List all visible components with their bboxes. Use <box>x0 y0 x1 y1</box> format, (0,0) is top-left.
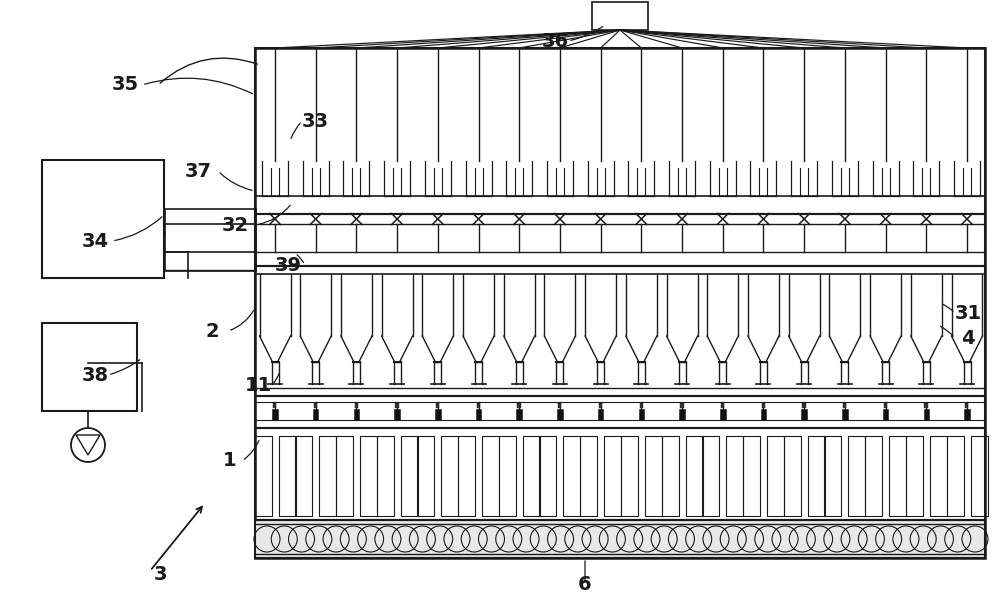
Bar <box>458 436 475 516</box>
Bar <box>598 409 603 420</box>
Bar <box>401 436 418 516</box>
Bar <box>165 209 256 271</box>
Bar <box>557 409 563 420</box>
Bar <box>720 409 726 420</box>
Bar <box>42 160 164 278</box>
Text: 11: 11 <box>244 376 272 395</box>
Bar <box>417 436 434 516</box>
Bar <box>686 436 703 516</box>
Bar <box>883 409 888 420</box>
Bar <box>662 436 679 516</box>
Bar <box>592 2 648 30</box>
Bar <box>394 409 400 420</box>
Bar <box>272 409 278 420</box>
Bar <box>377 436 394 516</box>
Text: 34: 34 <box>81 232 109 251</box>
Bar <box>354 409 359 420</box>
Bar <box>599 403 602 408</box>
Text: 38: 38 <box>81 365 109 384</box>
Bar <box>889 436 906 516</box>
Bar <box>482 436 499 516</box>
Bar <box>255 428 985 520</box>
Text: 33: 33 <box>302 112 329 131</box>
Bar <box>255 436 272 516</box>
Bar <box>516 409 522 420</box>
Bar <box>295 436 312 516</box>
Bar <box>946 436 964 516</box>
Bar <box>965 403 968 408</box>
Bar <box>255 266 985 396</box>
Bar <box>721 403 724 408</box>
Bar <box>924 403 928 408</box>
Bar <box>580 436 597 516</box>
Text: 39: 39 <box>275 256 302 275</box>
Bar <box>621 436 638 516</box>
Bar <box>319 436 336 516</box>
Bar <box>523 436 540 516</box>
Bar <box>435 409 441 420</box>
Bar <box>255 48 985 558</box>
Bar <box>843 403 846 408</box>
Text: 2: 2 <box>205 321 219 340</box>
Bar <box>436 403 439 408</box>
Bar <box>255 48 985 214</box>
Text: 32: 32 <box>221 216 249 235</box>
Bar <box>313 409 318 420</box>
Text: 1: 1 <box>223 452 237 471</box>
Bar <box>360 436 377 516</box>
Bar <box>702 436 719 516</box>
Bar <box>255 520 985 558</box>
Bar <box>314 403 317 408</box>
Bar <box>743 436 760 516</box>
Bar <box>476 409 481 420</box>
Text: 35: 35 <box>111 75 139 94</box>
Bar <box>680 403 684 408</box>
Bar <box>964 409 970 420</box>
Bar <box>499 436 516 516</box>
Bar <box>336 436 353 516</box>
Bar <box>517 403 521 408</box>
Bar <box>604 436 621 516</box>
Text: 36: 36 <box>541 31 569 50</box>
Bar <box>865 436 882 516</box>
Bar <box>842 409 848 420</box>
Text: 4: 4 <box>961 329 975 348</box>
Bar <box>924 409 929 420</box>
Bar <box>639 409 644 420</box>
Bar <box>930 436 947 516</box>
Text: 37: 37 <box>185 161 212 180</box>
Bar <box>970 436 988 516</box>
Bar <box>762 403 765 408</box>
Bar <box>808 436 825 516</box>
Bar <box>273 403 276 408</box>
Bar <box>679 409 685 420</box>
Bar <box>255 214 985 266</box>
Bar <box>477 403 480 408</box>
Bar <box>279 436 296 516</box>
Bar <box>42 323 137 411</box>
Bar <box>761 409 766 420</box>
Bar <box>767 436 784 516</box>
Text: 3: 3 <box>153 566 167 585</box>
Bar <box>441 436 458 516</box>
Bar <box>255 396 985 428</box>
Bar <box>645 436 662 516</box>
Bar <box>906 436 923 516</box>
Bar <box>801 409 807 420</box>
Bar <box>640 403 643 408</box>
Bar <box>355 403 358 408</box>
Text: 31: 31 <box>954 303 982 322</box>
Bar <box>824 436 841 516</box>
Bar <box>784 436 801 516</box>
Bar <box>802 403 806 408</box>
Bar <box>558 403 561 408</box>
Bar <box>884 403 887 408</box>
Bar <box>726 436 743 516</box>
Bar <box>848 436 865 516</box>
Bar <box>563 436 580 516</box>
Text: 6: 6 <box>578 576 592 595</box>
Bar <box>395 403 399 408</box>
Bar <box>539 436 556 516</box>
